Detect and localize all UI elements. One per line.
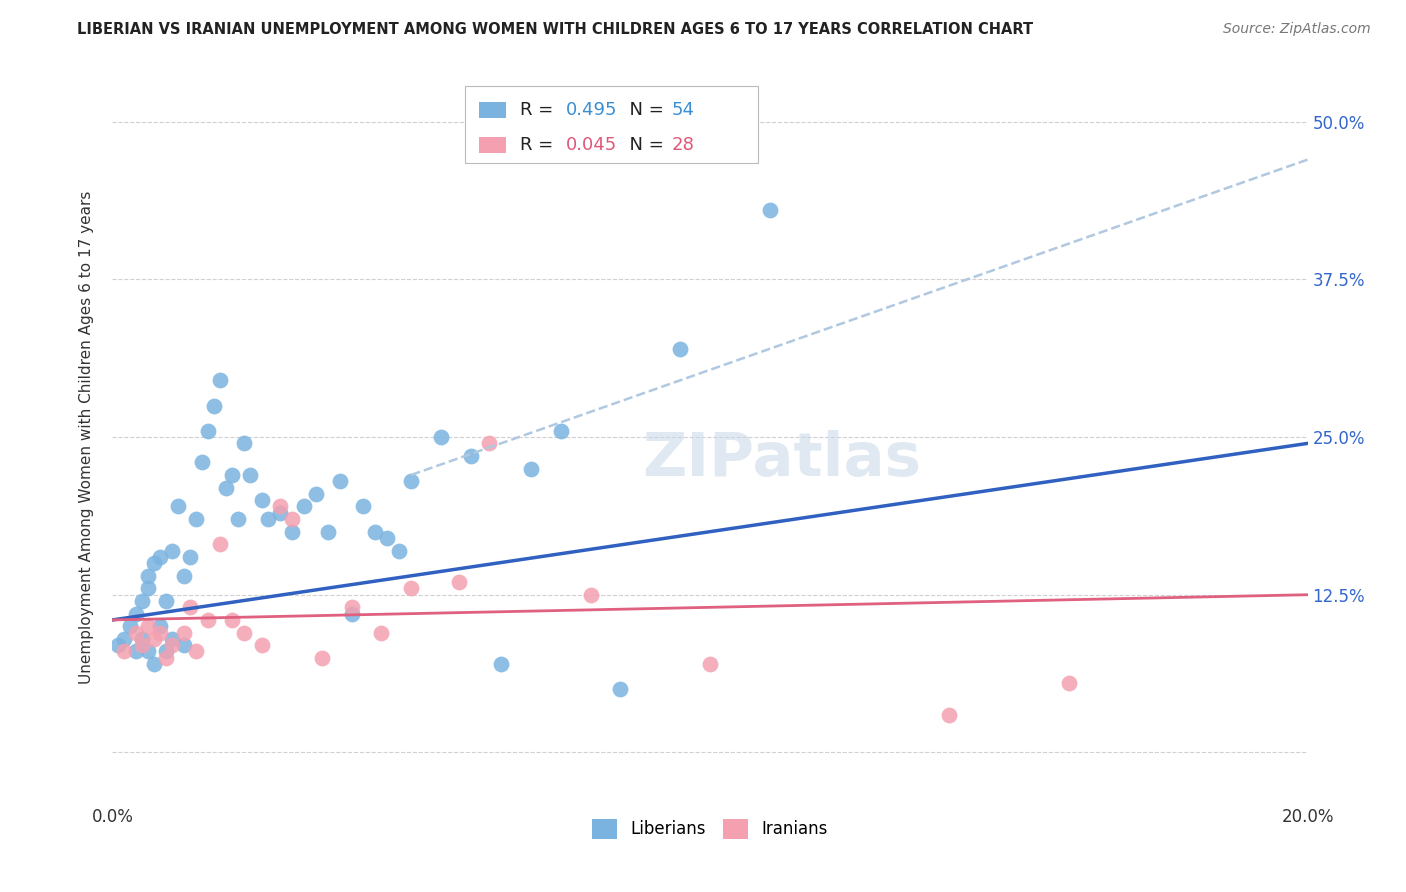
Point xyxy=(114,644,135,658)
Point xyxy=(292,500,315,514)
Point xyxy=(489,657,512,671)
Point xyxy=(138,644,160,658)
Legend: Liberians, Iranians: Liberians, Iranians xyxy=(586,812,834,846)
Point xyxy=(478,436,501,450)
Point xyxy=(388,543,411,558)
Point xyxy=(250,493,273,508)
Point xyxy=(669,342,692,356)
Point xyxy=(155,594,177,608)
Point xyxy=(197,424,219,438)
Text: Source: ZipAtlas.com: Source: ZipAtlas.com xyxy=(1223,22,1371,37)
Point xyxy=(257,512,280,526)
Text: R =: R = xyxy=(520,101,560,119)
Point xyxy=(209,537,232,551)
Point xyxy=(233,436,256,450)
Point xyxy=(197,613,219,627)
Point xyxy=(131,632,153,646)
Point xyxy=(173,625,195,640)
Point xyxy=(281,512,304,526)
Point xyxy=(609,682,631,697)
Point xyxy=(233,625,256,640)
Point xyxy=(143,632,166,646)
Text: LIBERIAN VS IRANIAN UNEMPLOYMENT AMONG WOMEN WITH CHILDREN AGES 6 TO 17 YEARS CO: LIBERIAN VS IRANIAN UNEMPLOYMENT AMONG W… xyxy=(77,22,1033,37)
Point xyxy=(364,524,387,539)
Text: 0.495: 0.495 xyxy=(565,101,617,119)
Point xyxy=(162,543,183,558)
Point xyxy=(311,650,333,665)
Point xyxy=(449,575,471,590)
Point xyxy=(759,203,782,218)
Point xyxy=(179,600,201,615)
Text: R =: R = xyxy=(520,136,560,154)
Point xyxy=(520,461,543,475)
Text: N =: N = xyxy=(619,136,669,154)
Point xyxy=(173,638,195,652)
Point xyxy=(340,600,363,615)
Point xyxy=(329,474,352,488)
Point xyxy=(353,500,375,514)
Point xyxy=(316,524,339,539)
FancyBboxPatch shape xyxy=(465,86,758,163)
Point xyxy=(125,644,148,658)
Point xyxy=(125,625,148,640)
Y-axis label: Unemployment Among Women with Children Ages 6 to 17 years: Unemployment Among Women with Children A… xyxy=(79,190,94,684)
Point xyxy=(1057,676,1080,690)
Point xyxy=(155,644,177,658)
Point xyxy=(138,619,160,633)
Point xyxy=(269,506,291,520)
Point xyxy=(221,613,243,627)
Point xyxy=(179,549,201,564)
Point xyxy=(162,632,183,646)
FancyBboxPatch shape xyxy=(479,137,506,153)
Text: 28: 28 xyxy=(672,136,695,154)
Point xyxy=(377,531,399,545)
Point xyxy=(138,569,160,583)
Text: ZIPatlas: ZIPatlas xyxy=(643,430,921,489)
Point xyxy=(143,657,166,671)
Text: N =: N = xyxy=(619,101,669,119)
Point xyxy=(120,619,142,633)
Point xyxy=(370,625,392,640)
Point xyxy=(401,582,423,596)
Point xyxy=(430,430,453,444)
Point xyxy=(155,650,177,665)
Point xyxy=(699,657,721,671)
Text: 0.045: 0.045 xyxy=(565,136,617,154)
Point xyxy=(550,424,572,438)
Point xyxy=(221,467,243,482)
Point xyxy=(125,607,148,621)
Point xyxy=(239,467,262,482)
Point xyxy=(460,449,482,463)
Point xyxy=(340,607,363,621)
Point xyxy=(149,619,172,633)
Point xyxy=(250,638,273,652)
Point xyxy=(401,474,423,488)
Point xyxy=(149,549,172,564)
Point xyxy=(143,556,166,570)
Point xyxy=(938,707,960,722)
Point xyxy=(138,582,160,596)
Point xyxy=(209,373,232,387)
Text: 54: 54 xyxy=(672,101,695,119)
Point xyxy=(114,632,135,646)
Point xyxy=(173,569,195,583)
Point xyxy=(305,487,328,501)
Point xyxy=(191,455,214,469)
Point xyxy=(131,638,153,652)
Point xyxy=(269,500,291,514)
Point xyxy=(167,500,190,514)
Point xyxy=(131,594,153,608)
Point xyxy=(226,512,249,526)
Point xyxy=(579,588,602,602)
Point xyxy=(107,638,129,652)
FancyBboxPatch shape xyxy=(479,102,506,118)
Point xyxy=(162,638,183,652)
Point xyxy=(202,399,225,413)
Point xyxy=(149,625,172,640)
Point xyxy=(215,481,238,495)
Point xyxy=(186,512,208,526)
Point xyxy=(186,644,208,658)
Point xyxy=(281,524,304,539)
